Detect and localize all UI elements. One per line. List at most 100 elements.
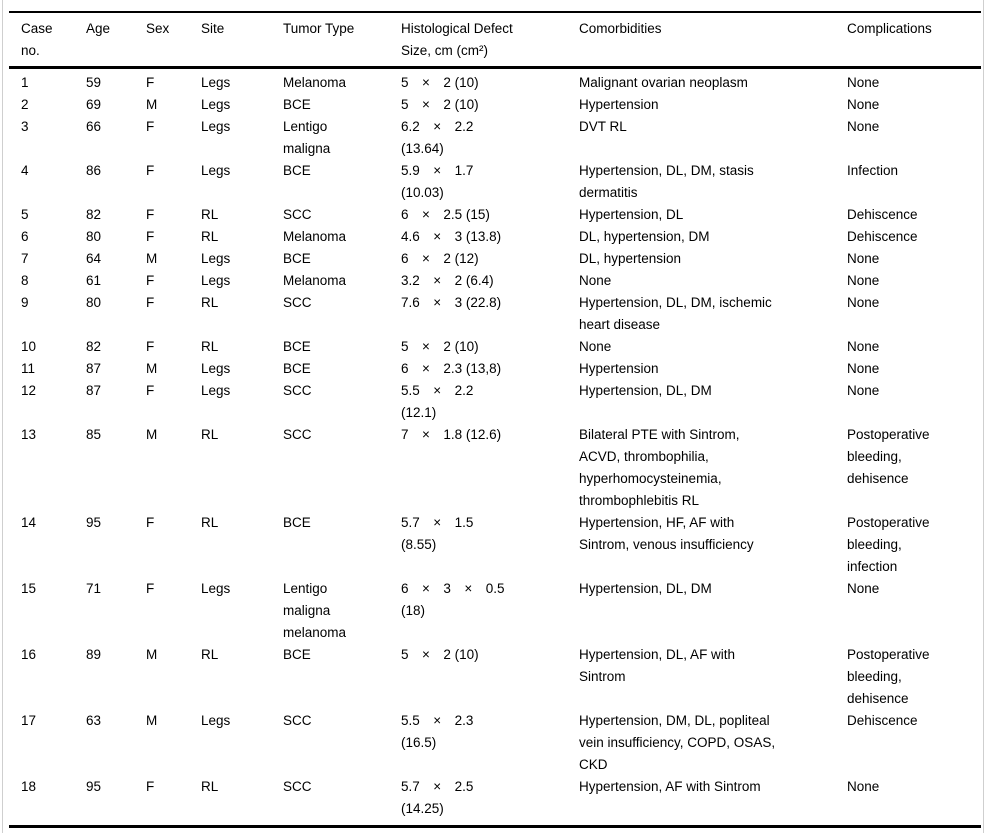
cell-complications: None [847, 119, 880, 134]
cell-size: 7.6 × 3 (22.8) [401, 295, 502, 310]
table-row: 1 59 F Legs Melanoma 5 × 2 (10) Malignant ovar… [9, 68, 981, 95]
cell-comorbidities: None [579, 273, 612, 288]
cell-sex: M [146, 647, 158, 662]
cell-age: 86 [86, 163, 102, 178]
cell-size: 3.2 × 2 (6.4) [401, 273, 494, 288]
table-row: 11 87 M Legs BCE 6 × 2.3 (13,8) Hypertension No… [9, 358, 981, 380]
table-row: 5 82 F RL SCC 6 × 2.5 (15) Hypertension, DL Deh… [9, 204, 981, 226]
table-row: 12 87 F Legs SCC 5.5 × 2.2 (12.1) Hypertension… [9, 380, 981, 424]
table-row: 2 69 M Legs BCE 5 × 2 (10) Hypertension None [9, 94, 981, 116]
cell-site: Legs [201, 713, 231, 728]
cell-age: 80 [86, 229, 102, 244]
cell-size: 5.9 × 1.7 (10.03) [401, 163, 474, 200]
cell-case_no: 1 [21, 75, 29, 90]
cell-comorbidities: DVT RL [579, 119, 627, 134]
cell-sex: F [146, 163, 155, 178]
cell-age: 87 [86, 383, 102, 398]
cell-size: 6 × 2.3 (13,8) [401, 361, 502, 376]
column-header-site: Site [201, 11, 283, 69]
cell-site: RL [201, 295, 219, 310]
cell-sex: F [146, 119, 155, 134]
table-row: 3 66 F Legs Lentigo maligna 6.2 × 2.2 (13.64)… [9, 116, 981, 160]
table-row: 15 71 F Legs Lentigo maligna melanoma 6 × 3 ×… [9, 578, 981, 644]
cell-tumor_type: Melanoma [283, 273, 347, 288]
cell-case_no: 2 [21, 97, 29, 112]
cell-complications: None [847, 581, 880, 596]
cell-comorbidities: DL, hypertension [579, 251, 682, 266]
cell-tumor_type: SCC [283, 776, 401, 828]
cell-sex: F [146, 207, 155, 222]
table-row: 7 64 M Legs BCE 6 × 2 (12) DL, hypertension Non… [9, 248, 981, 270]
cell-age: 80 [86, 295, 102, 310]
cell-tumor_type: BCE [283, 515, 311, 530]
cell-tumor_type: BCE [283, 647, 311, 662]
cell-age: 89 [86, 647, 102, 662]
table-row: 6 80 F RL Melanoma 4.6 × 3 (13.8) DL, hyperten… [9, 226, 981, 248]
cell-site: Legs [201, 97, 231, 112]
cell-complications: Dehiscence [847, 207, 918, 222]
cell-complications: Dehiscence [847, 229, 918, 244]
cell-tumor_type: SCC [283, 427, 312, 442]
cell-case_no: 10 [21, 339, 37, 354]
cell-tumor_type: Melanoma [283, 75, 347, 90]
cell-tumor_type: Lentigo maligna melanoma [283, 581, 347, 640]
cell-case_no: 7 [21, 251, 29, 266]
table-header: Case no. Age Sex Site Tumor Type Histological… [9, 11, 981, 69]
cell-age: 63 [86, 713, 102, 728]
cell-complications: None [847, 383, 880, 398]
table-row: 9 80 F RL SCC 7.6 × 3 (22.8) Hypertension, DL,… [9, 292, 981, 336]
cell-sex: M [146, 251, 158, 266]
column-header-age: Age [86, 11, 146, 69]
cell-case_no: 17 [21, 713, 37, 728]
cell-site: RL [201, 427, 219, 442]
cell-age: 95 [86, 515, 102, 530]
cell-tumor_type: SCC [283, 713, 312, 728]
cell-size: 5.5 × 2.3 (16.5) [401, 713, 474, 750]
column-header-sex: Sex [146, 11, 201, 69]
cell-comorbidities: Hypertension, DL, DM [579, 383, 712, 398]
cell-case_no: 8 [21, 273, 29, 288]
cell-tumor_type: SCC [283, 207, 312, 222]
cell-age: 85 [86, 427, 102, 442]
cell-comorbidities: Hypertension, DL, AF with Sintrom [579, 647, 736, 684]
cell-age: 64 [86, 251, 102, 266]
cell-case_no: 9 [21, 295, 29, 310]
cell-case_no: 3 [21, 119, 29, 134]
cell-comorbidities: Hypertension, DL [579, 207, 684, 222]
cell-size: 5 × 2 (10) [401, 97, 479, 112]
cell-size: 6 × 3 × 0.5 (18) [401, 581, 505, 618]
cell-size: 7 × 1.8 (12.6) [401, 427, 502, 442]
table-row: 16 89 M RL BCE 5 × 2 (10) Hypertension, DL, AF… [9, 644, 981, 710]
cell-size: 6 × 2.5 (15) [401, 207, 490, 222]
cell-size: 5.7 × 1.5 (8.55) [401, 515, 474, 552]
cell-complications: None [847, 361, 880, 376]
cell-comorbidities: Hypertension, AF with Sintrom [579, 776, 847, 828]
cell-age: 71 [86, 581, 102, 596]
cell-sex: M [146, 713, 158, 728]
column-header-comorbidities: Comorbidities [579, 11, 847, 69]
cell-site: Legs [201, 163, 231, 178]
cell-comorbidities: Hypertension, DM, DL, popliteal vein ins… [579, 713, 776, 772]
cell-case_no: 15 [21, 581, 37, 596]
cell-case_no: 12 [21, 383, 37, 398]
cell-sex: F [146, 776, 201, 828]
cell-site: Legs [201, 361, 231, 376]
cell-size: 5 × 2 (10) [401, 339, 479, 354]
cell-comorbidities: None [579, 339, 612, 354]
patient-case-table: Case no. Age Sex Site Tumor Type Histological… [9, 11, 981, 828]
cell-sex: F [146, 383, 155, 398]
cell-tumor_type: BCE [283, 251, 311, 266]
cell-site: Legs [201, 119, 231, 134]
cell-complications: Postoperative bleeding, infection [847, 515, 930, 574]
cell-sex: F [146, 75, 155, 90]
table-row: 8 61 F Legs Melanoma 3.2 × 2 (6.4) None None [9, 270, 981, 292]
cell-sex: F [146, 515, 155, 530]
table-row: 14 95 F RL BCE 5.7 × 1.5 (8.55) Hypertension, … [9, 512, 981, 578]
cell-site: Legs [201, 75, 231, 90]
cell-tumor_type: BCE [283, 163, 311, 178]
cell-tumor_type: Melanoma [283, 229, 347, 244]
cell-tumor_type: BCE [283, 361, 311, 376]
cell-age: 95 [86, 776, 146, 828]
cell-comorbidities: Hypertension, DL, DM, stasis dermatitis [579, 163, 754, 200]
